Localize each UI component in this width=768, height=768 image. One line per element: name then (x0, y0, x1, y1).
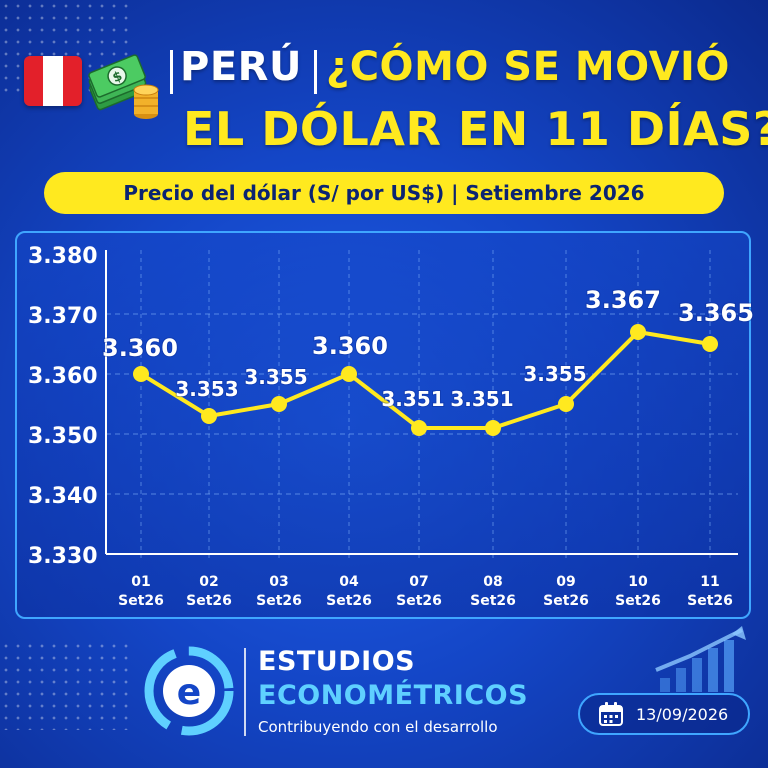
y-tick-label: 3.370 (28, 304, 98, 329)
brand-logo-icon: e (144, 646, 234, 736)
data-label: 3.367 (585, 286, 661, 314)
x-tick-label-day: 03 (269, 574, 288, 590)
x-tick-label-month: Set26 (256, 593, 302, 609)
x-tick-label-month: Set26 (396, 593, 442, 609)
x-tick-label-day: 09 (556, 574, 575, 590)
x-tick-label-month: Set26 (687, 593, 733, 609)
y-tick-label: 3.350 (28, 424, 98, 449)
data-label: 3.355 (523, 362, 586, 386)
x-tick-label-month: Set26 (543, 593, 589, 609)
calendar-icon (599, 702, 623, 726)
brand-name-line-2: ECONOMÉTRICOS (258, 680, 529, 711)
data-label: 3.360 (312, 332, 388, 360)
x-tick-label-month: Set26 (470, 593, 516, 609)
y-tick-label: 3.340 (28, 484, 98, 509)
x-tick-label-month: Set26 (615, 593, 661, 609)
header-divider-right (314, 50, 317, 94)
data-point (341, 366, 357, 382)
data-label: 3.351 (381, 387, 444, 411)
data-label: 3.351 (450, 387, 513, 411)
y-tick-label: 3.380 (28, 244, 98, 269)
x-tick-label-month: Set26 (186, 593, 232, 609)
data-label: 3.365 (678, 299, 754, 327)
data-label: 3.355 (244, 365, 307, 389)
x-tick-label-day: 01 (131, 574, 150, 590)
dot-pattern-bottom-left (0, 640, 130, 730)
x-tick-label-month: Set26 (326, 593, 372, 609)
subtitle-pill: Precio del dólar (S/ por US$) | Setiembr… (44, 172, 724, 214)
x-tick-label-day: 11 (700, 574, 719, 590)
money-stack-icon: $ (88, 54, 159, 119)
data-point (411, 420, 427, 436)
date-text: 13/09/2026 (636, 704, 729, 724)
data-label: 3.353 (175, 377, 238, 401)
header-divider-left (170, 50, 173, 94)
rising-bars-icon (655, 626, 746, 692)
svg-text:e: e (177, 672, 201, 713)
data-point (558, 396, 574, 412)
date-badge: 13/09/2026 (578, 693, 750, 735)
data-point (133, 366, 149, 382)
headline-line-2: EL DÓLAR EN 11 DÍAS? (183, 102, 768, 156)
data-point (271, 396, 287, 412)
subtitle-text: Precio del dólar (S/ por US$) | Setiembr… (123, 181, 645, 205)
country-label: PERÚ (180, 44, 302, 90)
headline-line-1: ¿CÓMO SE MOVIÓ (326, 44, 730, 90)
y-tick-label: 3.330 (28, 544, 98, 569)
x-tick-label-day: 04 (339, 574, 359, 590)
x-tick-label-day: 08 (483, 574, 502, 590)
brand-tagline: Contribuyendo con el desarrollo (258, 718, 498, 736)
x-tick-label-day: 02 (199, 574, 218, 590)
coins-icon (133, 84, 159, 119)
brand-name-line-1: ESTUDIOS (258, 646, 416, 677)
y-tick-label: 3.360 (28, 364, 98, 389)
data-point (201, 408, 217, 424)
x-tick-label-month: Set26 (118, 593, 164, 609)
data-point (630, 324, 646, 340)
data-point (702, 336, 718, 352)
x-tick-label-day: 07 (409, 574, 428, 590)
x-tick-label-day: 10 (628, 574, 648, 590)
footer-divider (244, 648, 246, 736)
peru-flag-icon (24, 56, 82, 106)
data-label: 3.360 (102, 334, 178, 362)
data-point (485, 420, 501, 436)
